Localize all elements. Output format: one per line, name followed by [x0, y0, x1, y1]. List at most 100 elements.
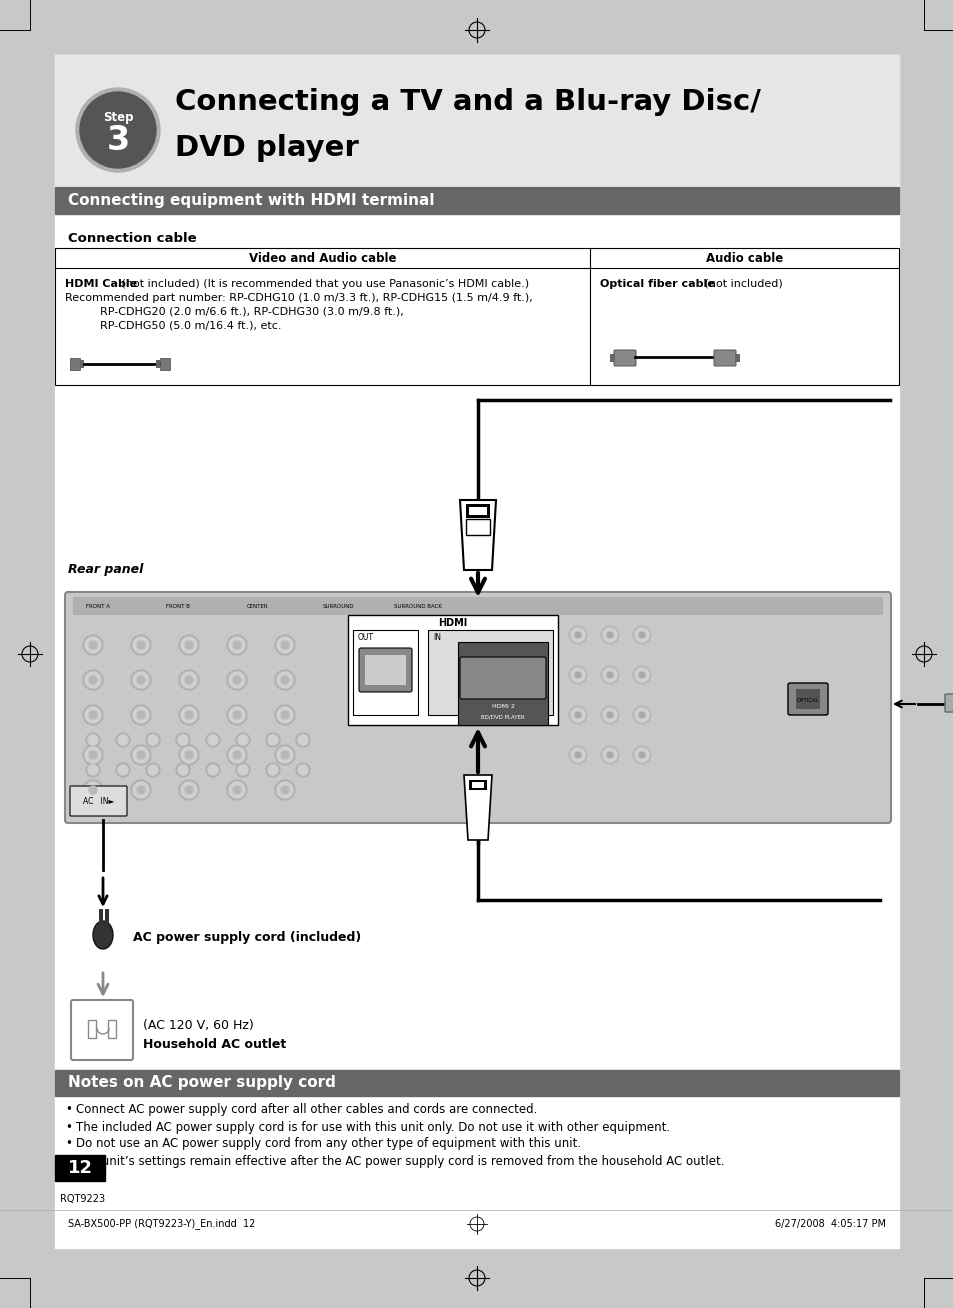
FancyBboxPatch shape — [787, 683, 827, 715]
Circle shape — [86, 763, 100, 777]
Circle shape — [602, 668, 617, 681]
Text: SA-BX500-PP (RQT9223-Y)_En.indd  12: SA-BX500-PP (RQT9223-Y)_En.indd 12 — [68, 1219, 255, 1230]
Bar — [348, 615, 558, 725]
Circle shape — [179, 746, 199, 765]
Circle shape — [568, 746, 586, 764]
Circle shape — [229, 672, 245, 688]
Circle shape — [229, 708, 245, 723]
Circle shape — [83, 634, 103, 655]
Circle shape — [266, 732, 280, 747]
FancyBboxPatch shape — [65, 593, 890, 823]
Circle shape — [83, 705, 103, 725]
Circle shape — [233, 751, 241, 759]
Circle shape — [227, 780, 247, 800]
Polygon shape — [459, 500, 496, 570]
Circle shape — [89, 641, 97, 649]
Circle shape — [132, 672, 149, 688]
Circle shape — [206, 732, 220, 747]
Circle shape — [266, 763, 280, 777]
Circle shape — [281, 641, 289, 649]
Circle shape — [575, 752, 580, 759]
Circle shape — [148, 735, 158, 746]
Circle shape — [116, 763, 130, 777]
Circle shape — [602, 748, 617, 763]
Circle shape — [185, 641, 193, 649]
Text: RP-CDHG20 (2.0 m/6.6 ft.), RP-CDHG30 (3.0 m/9.8 ft.),: RP-CDHG20 (2.0 m/6.6 ft.), RP-CDHG30 (3.… — [100, 307, 403, 317]
Circle shape — [88, 735, 98, 746]
Text: Connect AC power supply cord after all other cables and cords are connected.: Connect AC power supply cord after all o… — [76, 1104, 537, 1117]
FancyBboxPatch shape — [944, 695, 953, 712]
Bar — [472, 782, 483, 787]
Text: HDMI 2: HDMI 2 — [491, 705, 514, 709]
Text: RQT9223: RQT9223 — [60, 1194, 105, 1203]
Text: Optical fiber cable: Optical fiber cable — [599, 279, 714, 289]
Text: FRONT B: FRONT B — [166, 604, 190, 610]
Circle shape — [639, 712, 644, 718]
Circle shape — [276, 637, 293, 653]
Circle shape — [76, 88, 160, 171]
Circle shape — [179, 634, 199, 655]
Circle shape — [185, 786, 193, 794]
Text: Video and Audio cable: Video and Audio cable — [249, 251, 395, 264]
Circle shape — [179, 705, 199, 725]
Text: SURROUND BACK: SURROUND BACK — [394, 604, 441, 610]
Text: AC power supply cord (included): AC power supply cord (included) — [132, 931, 361, 944]
Circle shape — [132, 782, 149, 798]
Circle shape — [602, 708, 617, 722]
Bar — [88, 1020, 96, 1039]
Text: SURROUND: SURROUND — [322, 604, 354, 610]
Text: RP-CDHG50 (5.0 m/16.4 ft.), etc.: RP-CDHG50 (5.0 m/16.4 ft.), etc. — [100, 320, 281, 331]
Circle shape — [88, 765, 98, 776]
Circle shape — [85, 672, 101, 688]
Text: OUT: OUT — [357, 633, 374, 642]
Circle shape — [83, 780, 103, 800]
Circle shape — [237, 765, 248, 776]
Bar — [734, 354, 740, 362]
FancyBboxPatch shape — [713, 351, 735, 366]
Text: Recommended part number: RP-CDHG10 (1.0 m/3.3 ft.), RP-CDHG15 (1.5 m/4.9 ft.),: Recommended part number: RP-CDHG10 (1.0 … — [65, 293, 532, 303]
Circle shape — [606, 752, 613, 759]
Circle shape — [118, 735, 128, 746]
Text: FRONT A: FRONT A — [86, 604, 110, 610]
Circle shape — [137, 712, 145, 719]
Polygon shape — [463, 776, 492, 840]
Text: OPTICAL: OPTICAL — [796, 697, 819, 702]
Bar — [108, 1020, 116, 1039]
Circle shape — [571, 628, 584, 642]
FancyBboxPatch shape — [70, 358, 80, 370]
Circle shape — [178, 735, 188, 746]
Circle shape — [227, 705, 247, 725]
Circle shape — [227, 670, 247, 691]
Circle shape — [575, 632, 580, 638]
FancyBboxPatch shape — [614, 351, 636, 366]
Circle shape — [185, 712, 193, 719]
Circle shape — [179, 780, 199, 800]
Circle shape — [600, 666, 618, 684]
Circle shape — [639, 632, 644, 638]
Circle shape — [295, 763, 310, 777]
Circle shape — [185, 676, 193, 684]
Circle shape — [600, 746, 618, 764]
Circle shape — [131, 634, 151, 655]
Circle shape — [600, 627, 618, 644]
Circle shape — [208, 765, 218, 776]
Circle shape — [229, 747, 245, 763]
Circle shape — [208, 735, 218, 746]
Circle shape — [85, 747, 101, 763]
Text: •: • — [65, 1104, 71, 1117]
Circle shape — [233, 712, 241, 719]
Text: HDMI: HDMI — [438, 617, 467, 628]
Circle shape — [83, 746, 103, 765]
Text: (not included): (not included) — [700, 279, 781, 289]
Circle shape — [85, 708, 101, 723]
Circle shape — [85, 782, 101, 798]
Bar — [465, 504, 490, 518]
Text: •: • — [65, 1155, 71, 1168]
Circle shape — [86, 732, 100, 747]
Circle shape — [297, 765, 308, 776]
Circle shape — [606, 672, 613, 678]
Circle shape — [89, 751, 97, 759]
Circle shape — [633, 706, 650, 725]
Circle shape — [132, 708, 149, 723]
Circle shape — [602, 628, 617, 642]
